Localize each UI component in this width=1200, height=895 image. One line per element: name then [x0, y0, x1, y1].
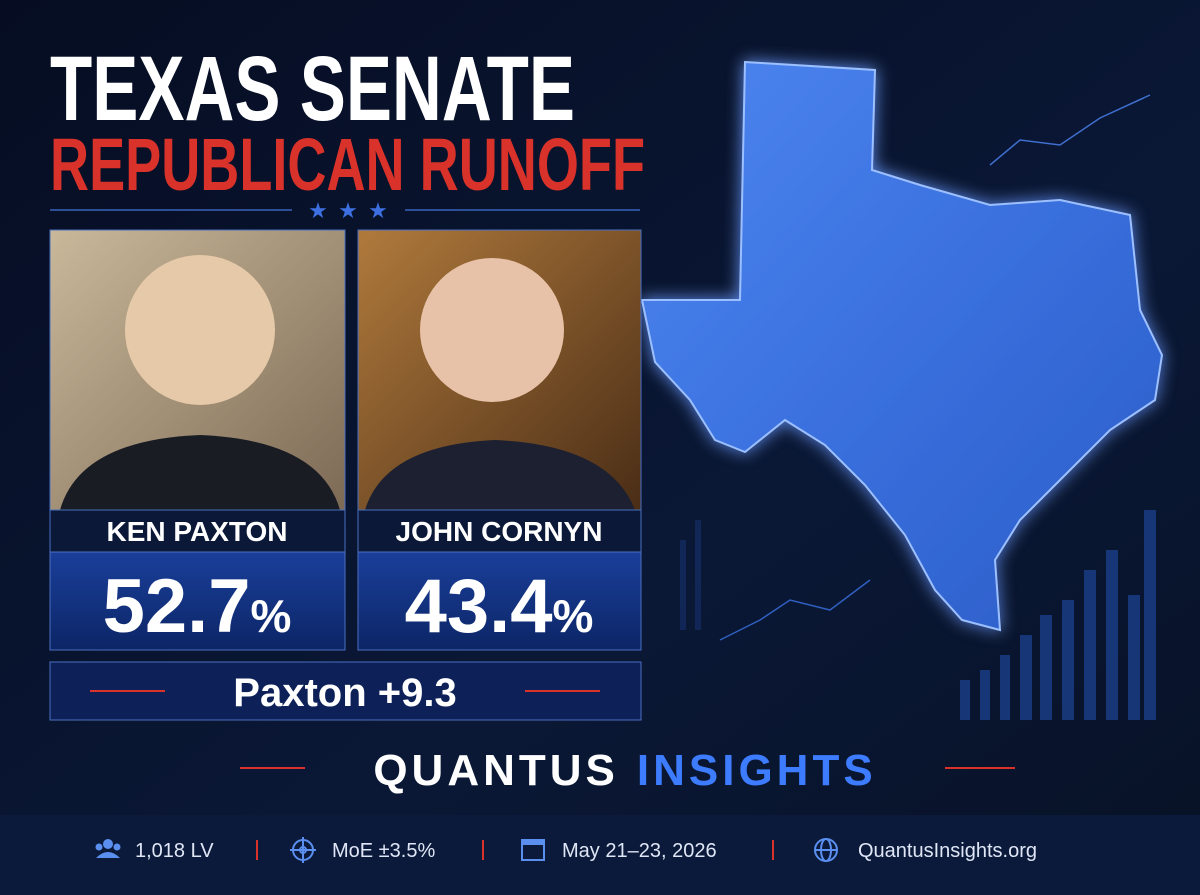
footer: [0, 815, 1200, 895]
name-bar: [357, 509, 642, 553]
website[interactable]: QuantusInsights.org: [858, 840, 1037, 862]
photo-face: [125, 255, 275, 405]
pct-unit: %: [251, 590, 292, 642]
icon-calendar: [521, 839, 545, 861]
sample-size: 1,018 LV: [135, 840, 214, 862]
decor-line: [719, 579, 871, 641]
texas-map: [640, 60, 1164, 632]
divider: ★ ★ ★: [50, 198, 640, 223]
pct-box: [49, 551, 346, 651]
brand-second: INSIGHTS: [637, 746, 877, 795]
background-bars: [680, 510, 1156, 720]
decor-line: [989, 94, 1151, 166]
vote-share: 52.7%: [103, 564, 292, 649]
pct-unit: %: [553, 590, 594, 642]
pct-value: 52.7: [103, 564, 251, 649]
photo-suit: [60, 435, 340, 510]
photo-suit: [365, 440, 635, 510]
icon-globe: [814, 838, 838, 862]
subtitle: REPUBLICAN RUNOFF: [50, 123, 645, 206]
brand-first: QUANTUS: [373, 746, 619, 795]
vote-share: 43.4%: [405, 564, 594, 649]
pct-value: 43.4: [405, 564, 553, 649]
svg-text:★: ★: [368, 198, 388, 223]
svg-text:★: ★: [308, 198, 328, 223]
field-dates: May 21–23, 2026: [562, 840, 717, 862]
icon-people: [95, 839, 121, 858]
margin: Paxton +9.3: [233, 671, 456, 715]
icon-target: [290, 837, 316, 863]
candidate-card: JOHN CORNYN 43.4%: [357, 229, 642, 651]
pct-box: [357, 551, 642, 651]
photo-face: [420, 258, 564, 402]
candidate-name: KEN PAXTON: [107, 516, 288, 547]
brand: QUANTUS INSIGHTS: [373, 746, 876, 795]
candidate-name: JOHN CORNYN: [396, 516, 603, 547]
svg-text:★: ★: [338, 198, 358, 223]
candidate-card: KEN PAXTON 52.7%: [49, 229, 346, 651]
title: TEXAS SENATE: [50, 38, 575, 140]
margin-of-error: MoE ±3.5%: [332, 840, 435, 862]
